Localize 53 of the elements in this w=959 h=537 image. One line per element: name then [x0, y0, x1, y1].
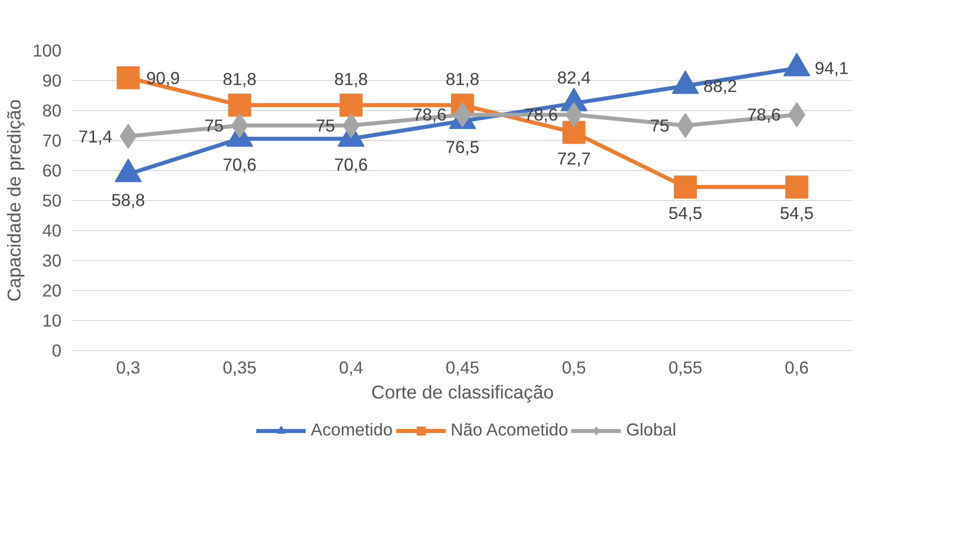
x-tick-label: 0,35 — [222, 358, 257, 378]
data-label: 54,5 — [780, 203, 814, 223]
data-label: 81,8 — [446, 69, 480, 90]
y-axis-title: Capacidade de predição — [4, 99, 25, 302]
y-tick-label: 60 — [42, 160, 62, 180]
data-label: 70,6 — [222, 154, 257, 175]
y-tick-label: 80 — [42, 100, 62, 120]
x-tick-label: 0,45 — [446, 358, 480, 378]
point — [340, 94, 363, 117]
y-tick-label: 50 — [42, 190, 62, 210]
data-label: 75 — [204, 116, 224, 136]
point — [342, 113, 360, 138]
data-label: 76,5 — [446, 137, 480, 157]
point — [674, 176, 697, 198]
legend-label: Acometido — [310, 420, 393, 440]
point — [116, 66, 140, 90]
point — [785, 176, 808, 198]
point — [676, 113, 694, 138]
legend-label: Não Acometido — [450, 420, 568, 440]
data-label: 88,2 — [703, 76, 738, 96]
data-label: 81,8 — [222, 69, 257, 90]
x-tick-label: 0,6 — [784, 358, 809, 378]
y-tick-label: 30 — [42, 250, 62, 270]
data-label: 82,4 — [557, 67, 592, 88]
y-tick-label: 40 — [42, 220, 62, 240]
point — [562, 120, 586, 144]
data-label: 70,6 — [334, 154, 368, 175]
y-tick-label: 100 — [32, 40, 62, 60]
y-tick-label: 90 — [42, 70, 62, 90]
y-tick-label: 70 — [42, 130, 62, 150]
data-label: 75 — [316, 116, 336, 136]
data-label: 58,8 — [111, 190, 146, 210]
data-label: 54,5 — [668, 203, 702, 223]
point — [228, 94, 252, 117]
data-label: 78,6 — [747, 104, 781, 125]
x-tick-label: 0,55 — [668, 358, 702, 378]
y-tick-label: 0 — [52, 340, 62, 360]
data-label: 90,9 — [146, 68, 180, 88]
legend-label: Global — [626, 420, 676, 440]
x-axis-title: Corte de classificação — [371, 382, 554, 402]
data-label: 81,8 — [334, 69, 368, 90]
data-label: 71,4 — [78, 126, 113, 146]
point — [231, 113, 248, 138]
x-tick-label: 0,5 — [562, 358, 586, 378]
data-label: 78,6 — [412, 104, 447, 125]
x-tick-label: 0,3 — [116, 358, 140, 378]
x-tick-label: 0,4 — [339, 358, 364, 378]
data-label: 72,7 — [557, 148, 591, 168]
y-tick-label: 20 — [42, 280, 62, 300]
y-tick-label: 10 — [42, 310, 62, 330]
data-label: 94,1 — [814, 58, 849, 78]
data-label: 75 — [650, 116, 670, 136]
data-label: 78,6 — [524, 104, 558, 125]
